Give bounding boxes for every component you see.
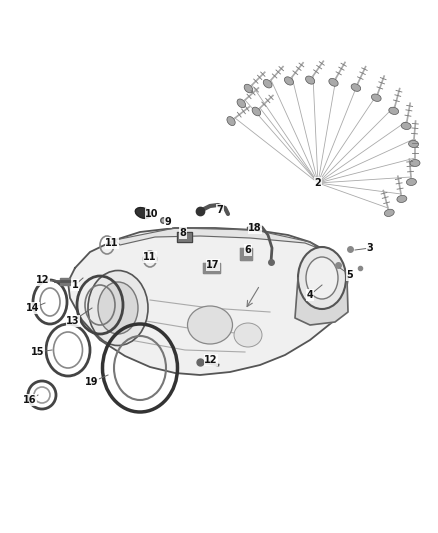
Text: 3: 3	[367, 243, 373, 253]
Ellipse shape	[371, 94, 381, 101]
Text: 19: 19	[85, 377, 99, 387]
Text: 8: 8	[180, 228, 187, 238]
Text: 16: 16	[23, 395, 37, 405]
Ellipse shape	[227, 117, 235, 126]
Text: 9: 9	[165, 217, 171, 227]
Text: 17: 17	[206, 260, 220, 270]
Polygon shape	[60, 278, 70, 285]
Polygon shape	[203, 263, 220, 273]
Text: 18: 18	[248, 223, 262, 233]
Ellipse shape	[410, 159, 420, 166]
Text: 13: 13	[66, 316, 80, 326]
Text: 5: 5	[346, 270, 353, 280]
Ellipse shape	[234, 323, 262, 347]
Ellipse shape	[385, 209, 394, 216]
Text: 12: 12	[204, 355, 218, 365]
Ellipse shape	[237, 99, 246, 108]
Text: 15: 15	[31, 347, 45, 357]
Ellipse shape	[306, 257, 338, 299]
Text: 12: 12	[36, 275, 50, 285]
Ellipse shape	[187, 306, 233, 344]
Polygon shape	[240, 248, 252, 260]
Text: 7: 7	[217, 205, 223, 215]
Text: 2: 2	[314, 178, 321, 188]
Text: 4: 4	[307, 290, 313, 300]
Ellipse shape	[284, 77, 293, 85]
Ellipse shape	[244, 84, 253, 93]
Text: 14: 14	[26, 303, 40, 313]
Ellipse shape	[88, 271, 148, 345]
Polygon shape	[295, 278, 348, 325]
Ellipse shape	[389, 107, 399, 115]
Text: 1: 1	[72, 280, 78, 290]
Polygon shape	[68, 228, 348, 375]
Ellipse shape	[306, 76, 314, 84]
Text: 11: 11	[105, 238, 119, 248]
Ellipse shape	[351, 84, 360, 91]
Ellipse shape	[397, 196, 407, 203]
Ellipse shape	[298, 247, 346, 309]
Polygon shape	[177, 232, 192, 242]
Ellipse shape	[252, 107, 261, 116]
Ellipse shape	[329, 78, 338, 86]
Text: 6: 6	[245, 245, 251, 255]
Ellipse shape	[401, 123, 411, 130]
Ellipse shape	[135, 207, 151, 219]
Ellipse shape	[406, 179, 417, 185]
Ellipse shape	[98, 282, 138, 334]
Polygon shape	[115, 228, 340, 263]
Ellipse shape	[263, 79, 272, 88]
Ellipse shape	[409, 141, 419, 148]
Text: 10: 10	[145, 209, 159, 219]
Text: 11: 11	[143, 252, 157, 262]
